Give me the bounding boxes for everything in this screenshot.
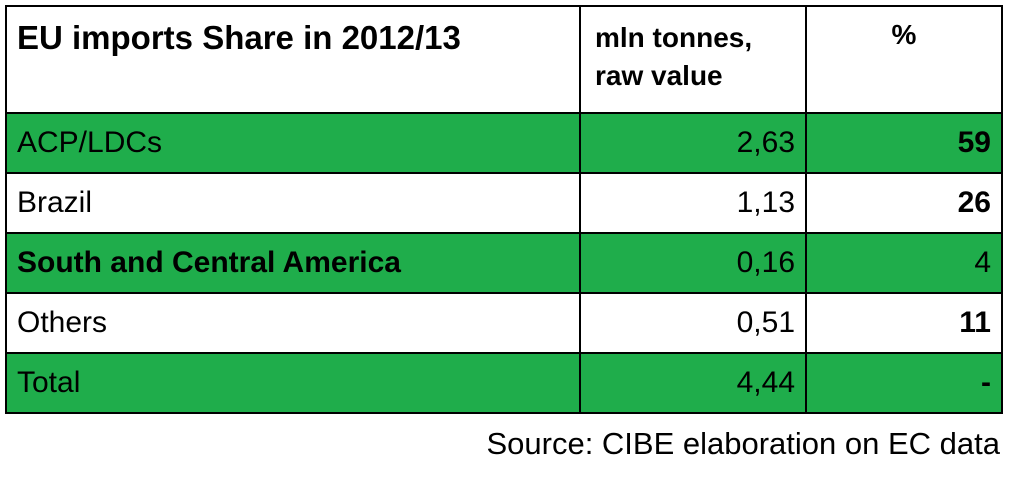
- table-row: South and Central America 0,16 4: [5, 232, 1003, 294]
- mln-header-line-1: mln tonnes,: [595, 22, 753, 53]
- table-row: Brazil 1,13 26: [5, 172, 1003, 234]
- mln-tonnes-cell: 0,51: [579, 292, 807, 354]
- table-row: ACP/LDCs 2,63 59: [5, 112, 1003, 174]
- row-label-cell: Brazil: [5, 172, 581, 234]
- table-row: Total 4,44-: [5, 352, 1003, 414]
- row-label-cell: ACP/LDCs: [5, 112, 581, 174]
- percent-cell: 4: [805, 232, 1003, 294]
- column-header-percent: %: [805, 5, 1003, 114]
- row-label-cell: Others: [5, 292, 581, 354]
- row-label-cell: Total: [5, 352, 581, 414]
- percent-cell: 26: [805, 172, 1003, 234]
- table-body: ACP/LDCs 2,63 59 Brazil 1,13 26 South and Cent…: [5, 112, 1003, 414]
- imports-table: EU imports Share in 2012/13 mln tonnes, …: [5, 5, 1003, 414]
- percent-cell: 11: [805, 292, 1003, 354]
- mln-tonnes-cell: 4,44: [579, 352, 807, 414]
- row-label-cell: South and Central America: [5, 232, 581, 294]
- column-header-title: EU imports Share in 2012/13: [5, 5, 581, 114]
- table-row: Others 0,51 11: [5, 292, 1003, 354]
- column-header-mln-tonnes: mln tonnes, raw value: [579, 5, 807, 114]
- mln-tonnes-cell: 0,16: [579, 232, 807, 294]
- mln-tonnes-cell: 1,13: [579, 172, 807, 234]
- percent-cell: -: [805, 352, 1003, 414]
- percent-cell: 59: [805, 112, 1003, 174]
- mln-tonnes-cell: 2,63: [579, 112, 807, 174]
- mln-header-line-2: raw value: [595, 60, 723, 91]
- source-note: Source: CIBE elaboration on EC data: [486, 426, 1000, 461]
- header-row: EU imports Share in 2012/13 mln tonnes, …: [5, 5, 1003, 114]
